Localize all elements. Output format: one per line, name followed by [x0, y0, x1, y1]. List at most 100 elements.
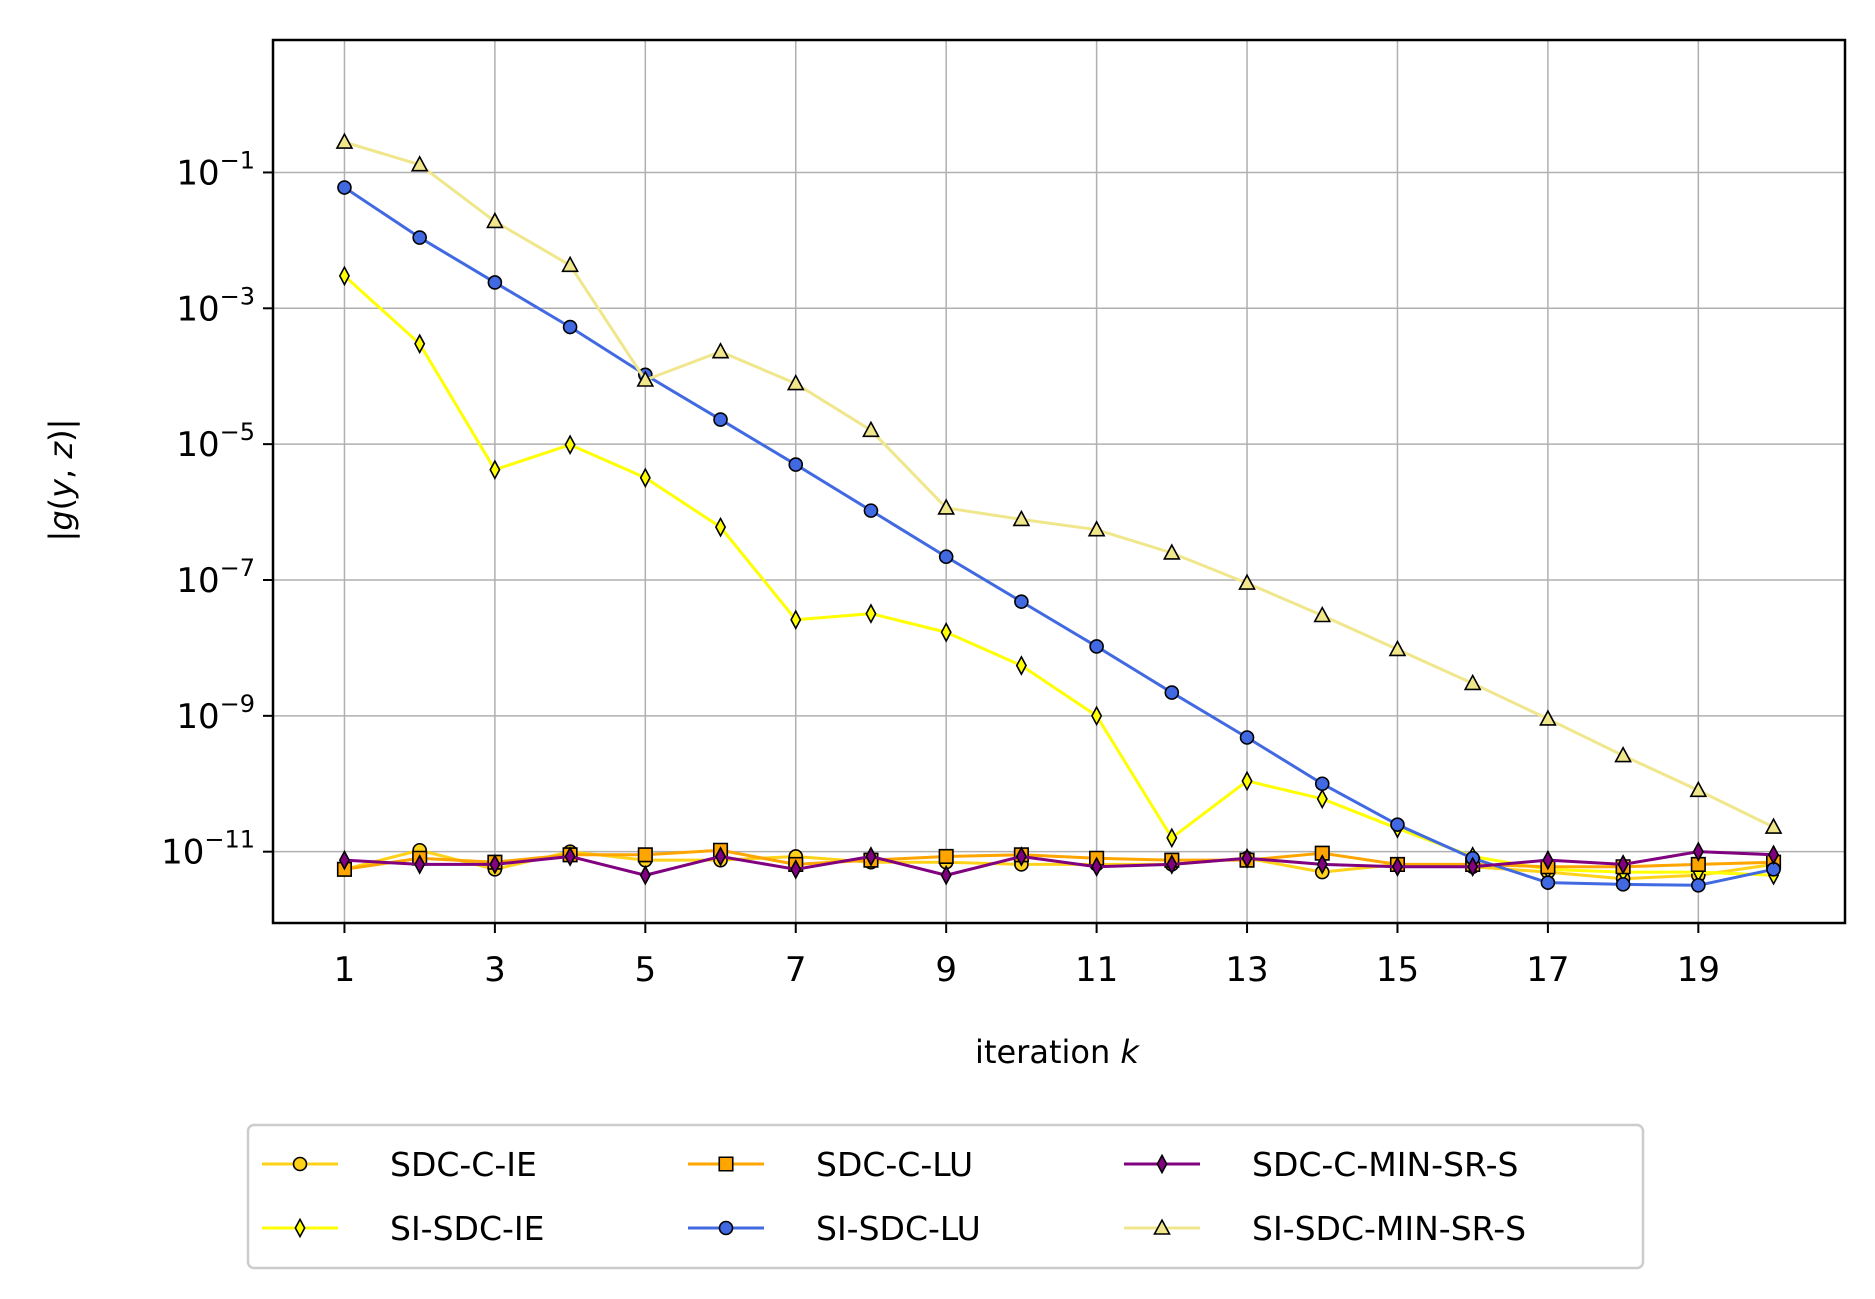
series-sdc-c-ie [337, 842, 1781, 887]
data-point [561, 255, 579, 273]
legend: SDC-C-IE SI-SDC-IE SDC-C-LU SI-SDC-LU SDC-C-… [246, 1123, 1645, 1270]
legend-label: SI-SDC-MIN-SR-S [1252, 1209, 1526, 1248]
data-point [564, 434, 576, 456]
x-tick-label: 3 [484, 950, 506, 990]
data-point [1314, 845, 1330, 861]
x-tick-label: 17 [1526, 950, 1569, 990]
y-tick-label: 10−11 [161, 826, 255, 873]
data-point [1241, 770, 1253, 792]
data-point [1012, 509, 1031, 527]
data-point [940, 621, 952, 643]
data-point [637, 847, 653, 863]
data-point [1388, 639, 1407, 657]
data-point [1166, 827, 1178, 849]
data-point [335, 132, 354, 149]
legend-label: SI-SDC-IE [390, 1209, 544, 1248]
data-point [1241, 847, 1253, 869]
data-point [1316, 788, 1328, 810]
x-tick-label: 1 [334, 950, 356, 990]
series-line [344, 140, 1775, 829]
plot-area-frame [271, 38, 1847, 925]
legend-item: SDC-C-IE [262, 1145, 537, 1184]
data-point [636, 370, 655, 387]
x-tick-label: 5 [634, 950, 656, 990]
data-point [1239, 730, 1255, 745]
data-point [788, 457, 804, 472]
x-tick-label: 7 [785, 950, 807, 990]
y-tick-label: 10−3 [176, 282, 255, 329]
data-point [1614, 746, 1632, 763]
data-point [938, 848, 954, 865]
legend-label: SDC-C-MIN-SR-S [1252, 1145, 1518, 1184]
legend-marker [294, 1217, 306, 1239]
series-sdc-c-min-sr-s [338, 841, 1780, 886]
x-tick-label: 19 [1677, 950, 1720, 990]
series-line [344, 848, 1774, 881]
y-axis-label: |g(y, z)| [42, 419, 80, 542]
data-point [639, 467, 651, 489]
data-point [1764, 817, 1783, 834]
data-point [1166, 854, 1178, 875]
data-point [1463, 673, 1482, 691]
data-point [1091, 705, 1103, 727]
data-point [489, 459, 501, 481]
data-point [1316, 854, 1328, 875]
x-tick-label: 15 [1376, 950, 1419, 990]
data-point [1390, 817, 1405, 832]
data-point [1089, 639, 1104, 654]
y-tick-label: 10−7 [176, 554, 255, 601]
series-si-sdc-lu [337, 180, 1781, 893]
series-si-sdc-ie [338, 265, 1780, 886]
data-point [1617, 854, 1629, 875]
legend-item: SDC-C-MIN-SR-S [1124, 1145, 1518, 1184]
data-point [1391, 856, 1404, 878]
data-point [714, 846, 727, 867]
legend-label: SDC-C-IE [390, 1145, 537, 1184]
legend-frame [246, 1123, 1645, 1270]
data-point [1014, 594, 1029, 609]
y-axis: 10−1 10−3 10−5 10−7 10−9 10−11 [161, 146, 273, 873]
data-point [1087, 520, 1106, 537]
data-point [1314, 776, 1330, 792]
data-point [1692, 841, 1704, 862]
legend-marker [1153, 1218, 1171, 1235]
grid [273, 40, 1845, 923]
legend-item: SDC-C-LU [688, 1145, 973, 1184]
data-point [487, 275, 503, 290]
data-point [1542, 849, 1554, 871]
series-line [344, 848, 1774, 871]
series-line [344, 850, 1774, 877]
data-point [790, 609, 802, 631]
x-axis: 1 3 5 7 9 11 13 15 17 19 [334, 923, 1720, 990]
data-point [714, 516, 727, 538]
data-point [338, 265, 351, 287]
series-layer [335, 132, 1783, 893]
data-point [1091, 856, 1103, 878]
data-point [865, 603, 877, 624]
data-point [1313, 605, 1332, 623]
data-point [489, 854, 501, 875]
data-point [937, 498, 956, 515]
data-point [1238, 573, 1256, 590]
data-point [1164, 685, 1180, 700]
y-tick-label: 10−9 [176, 690, 255, 737]
legend-item: SI-SDC-LU [688, 1209, 981, 1248]
series-line [343, 186, 1774, 887]
data-point [1767, 844, 1780, 866]
data-point [1015, 655, 1027, 676]
legend-label: SDC-C-LU [816, 1145, 973, 1184]
data-point [639, 864, 651, 886]
legend-marker [718, 1220, 734, 1236]
data-point [410, 155, 429, 172]
legend-marker [292, 1156, 308, 1172]
data-point [1015, 846, 1027, 867]
data-point [862, 420, 880, 438]
legend-marker [1156, 1153, 1168, 1175]
series-line [343, 274, 1774, 877]
data-point [713, 412, 728, 427]
data-point [1691, 877, 1706, 893]
data-point [865, 846, 877, 867]
x-tick-label: 11 [1075, 950, 1118, 990]
data-point [562, 319, 578, 335]
